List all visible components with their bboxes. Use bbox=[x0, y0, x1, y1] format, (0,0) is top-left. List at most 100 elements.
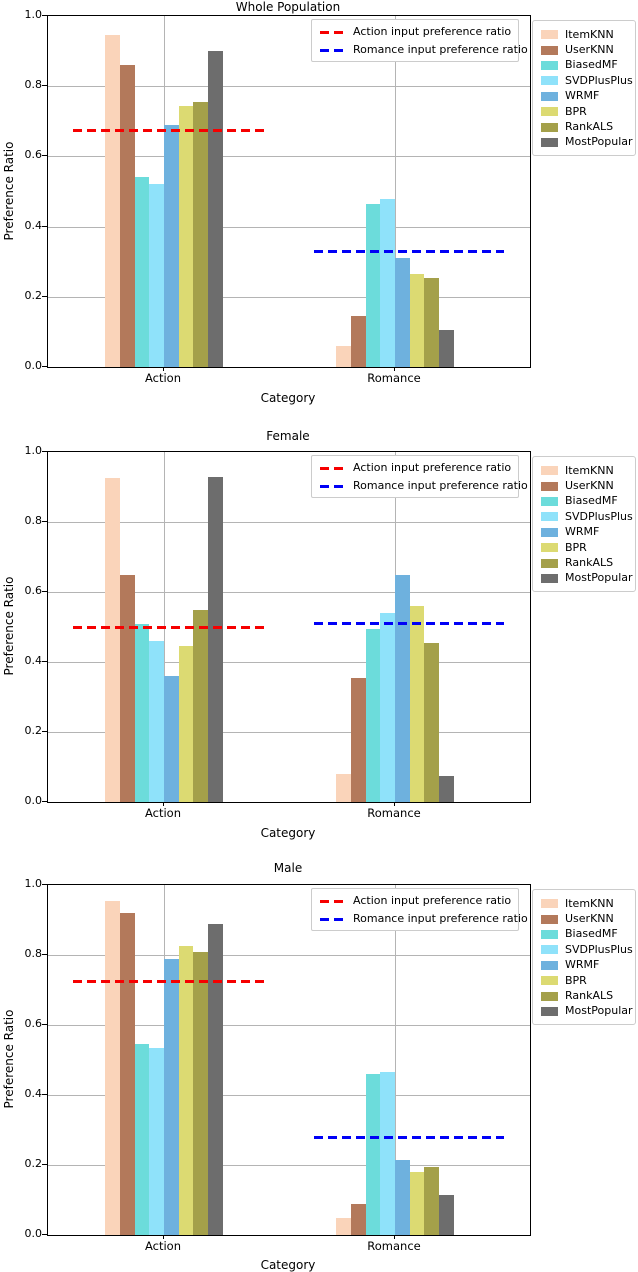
y-tick-label: 0.4 bbox=[24, 218, 43, 232]
legend-swatch-ItemKNN bbox=[541, 899, 558, 909]
bar-WRMF-Action bbox=[164, 124, 179, 367]
bar-MostPopular-Action bbox=[207, 923, 223, 1235]
x-tick bbox=[394, 1235, 395, 1239]
line-legend: Action input preference ratio Romance inp… bbox=[311, 888, 528, 931]
line-legend-item: Action input preference ratio bbox=[320, 459, 518, 477]
bar-SVDPlusPlus-Action bbox=[149, 184, 164, 367]
bar-BiasedMF-Action bbox=[134, 623, 150, 802]
line-legend: Action input preference ratio Romance inp… bbox=[311, 19, 528, 62]
legend-swatch-SVDPlusPlus bbox=[541, 76, 558, 86]
y-tick bbox=[42, 366, 47, 367]
x-axis-label: Category bbox=[260, 391, 316, 405]
x-tick bbox=[163, 802, 164, 806]
y-tick-label: 0.6 bbox=[24, 148, 43, 162]
action-input-ratio-line bbox=[73, 979, 264, 983]
y-tick bbox=[42, 85, 47, 87]
y-tick-label: 0.8 bbox=[24, 514, 43, 527]
legend-swatch-RankALS bbox=[541, 991, 558, 1001]
y-tick-label: 0.0 bbox=[24, 359, 43, 372]
line-legend-item: Action input preference ratio bbox=[320, 23, 518, 41]
line-legend-label: Romance input preference ratio bbox=[353, 479, 528, 492]
line-legend-item: Romance input preference ratio bbox=[320, 477, 528, 495]
v-gridline bbox=[164, 452, 165, 802]
y-tick-label: 0.2 bbox=[24, 1157, 43, 1170]
bar-BiasedMF-Romance bbox=[365, 1074, 381, 1235]
series-legend-item: BiasedMF bbox=[541, 927, 635, 942]
bar-BPR-Romance bbox=[409, 606, 425, 802]
series-legend-label: BiasedMF bbox=[565, 58, 618, 72]
bar-UserKNN-Action bbox=[120, 913, 135, 1235]
bar-ItemKNN-Romance bbox=[336, 1217, 352, 1235]
plot-area: Action input preference ratio Romance inp… bbox=[47, 15, 531, 368]
action-input-ratio-line bbox=[73, 128, 264, 132]
bar-MostPopular-Action bbox=[207, 476, 223, 802]
x-tick-label: Action bbox=[144, 371, 182, 385]
series-legend-label: UserKNN bbox=[565, 479, 614, 493]
series-legend-item: WRMF bbox=[541, 958, 635, 973]
series-legend-item: ItemKNN bbox=[541, 463, 635, 478]
legend-swatch-MostPopular bbox=[541, 1006, 558, 1016]
series-legend-item: MostPopular bbox=[541, 571, 635, 586]
y-tick bbox=[42, 1024, 47, 1025]
action-input-ratio-line bbox=[73, 625, 264, 629]
series-legend-item: SVDPlusPlus bbox=[541, 73, 635, 88]
series-legend-label: UserKNN bbox=[565, 43, 614, 57]
x-tick-label: Romance bbox=[367, 1239, 421, 1253]
y-tick bbox=[42, 661, 47, 662]
legend-swatch-UserKNN bbox=[541, 481, 558, 491]
y-tick-label: 0.2 bbox=[24, 288, 43, 302]
bar-WRMF-Action bbox=[164, 676, 179, 802]
y-tick bbox=[42, 1164, 47, 1165]
bar-UserKNN-Action bbox=[120, 65, 135, 367]
line-legend-label: Romance input preference ratio bbox=[353, 912, 528, 925]
series-legend-item: UserKNN bbox=[541, 478, 635, 493]
series-legend-item: ItemKNN bbox=[541, 27, 635, 42]
series-legend: ItemKNN UserKNN BiasedMF SVDPlusPlus WRMF BPR… bbox=[532, 889, 636, 1025]
h-gridline bbox=[48, 156, 530, 158]
legend-swatch-WRMF bbox=[541, 91, 558, 101]
romance-line-sample bbox=[320, 917, 344, 921]
v-gridline bbox=[164, 16, 165, 367]
bar-RankALS-Romance bbox=[424, 1166, 439, 1235]
legend-swatch-RankALS bbox=[541, 558, 558, 568]
bar-BiasedMF-Action bbox=[134, 177, 150, 367]
series-legend-label: BiasedMF bbox=[565, 494, 618, 508]
series-legend-item: WRMF bbox=[541, 525, 635, 540]
line-legend-label: Romance input preference ratio bbox=[353, 43, 528, 56]
y-tick-label: 1.0 bbox=[24, 444, 43, 457]
series-legend-item: BPR bbox=[541, 104, 635, 119]
y-axis-label: Preference Ratio bbox=[2, 1009, 16, 1109]
line-legend-item: Romance input preference ratio bbox=[320, 41, 528, 59]
series-legend-item: ItemKNN bbox=[541, 896, 635, 911]
series-legend-item: BPR bbox=[541, 540, 635, 555]
x-tick-label: Action bbox=[144, 1239, 182, 1253]
legend-swatch-ItemKNN bbox=[541, 30, 558, 40]
y-tick-label: 0.6 bbox=[24, 584, 43, 597]
x-tick bbox=[394, 367, 395, 371]
bar-BPR-Romance bbox=[409, 274, 425, 367]
plot-area: Action input preference ratio Romance inp… bbox=[47, 451, 531, 803]
series-legend-item: BPR bbox=[541, 973, 635, 988]
series-legend-label: ItemKNN bbox=[565, 896, 614, 910]
bar-RankALS-Romance bbox=[424, 642, 439, 802]
legend-swatch-RankALS bbox=[541, 122, 558, 132]
y-tick-label: 0.4 bbox=[24, 1087, 43, 1100]
series-legend-label: WRMF bbox=[565, 958, 600, 972]
bar-BiasedMF-Action bbox=[134, 1044, 150, 1235]
x-tick bbox=[163, 367, 164, 371]
h-gridline bbox=[48, 1165, 530, 1166]
y-tick-label: 1.0 bbox=[24, 877, 43, 890]
bar-MostPopular-Romance bbox=[438, 1194, 454, 1235]
h-gridline bbox=[48, 1025, 530, 1026]
x-tick bbox=[394, 802, 395, 806]
series-legend-label: ItemKNN bbox=[565, 27, 614, 41]
bar-WRMF-Action bbox=[164, 958, 179, 1235]
x-tick-label: Action bbox=[144, 806, 182, 820]
y-tick bbox=[42, 954, 47, 955]
y-tick-label: 0.8 bbox=[24, 78, 43, 92]
series-legend-label: SVDPlusPlus bbox=[565, 509, 633, 523]
bar-RankALS-Action bbox=[193, 102, 208, 367]
y-tick bbox=[42, 1234, 47, 1235]
y-tick-label: 0.6 bbox=[24, 1017, 43, 1030]
